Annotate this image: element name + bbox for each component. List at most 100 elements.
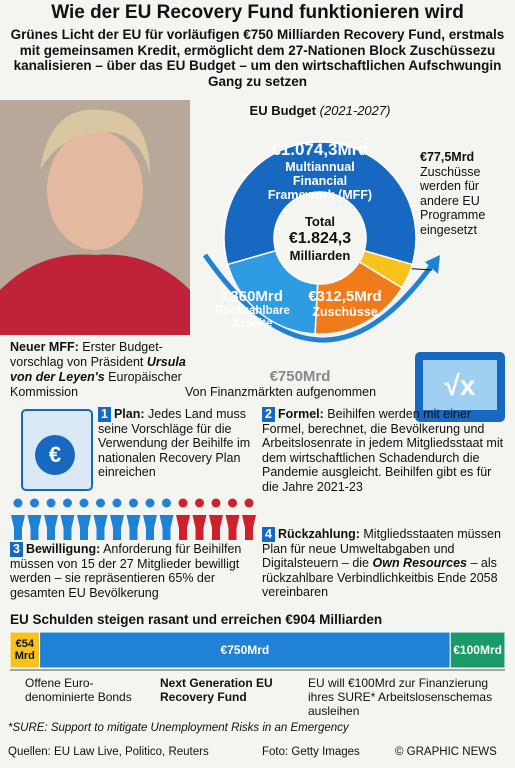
mff-note-heading: Neuer MFF: <box>10 340 79 354</box>
debt-label: €100Mrd <box>453 643 502 657</box>
person-head <box>145 498 155 508</box>
person-body <box>143 515 157 540</box>
person-body <box>60 515 75 540</box>
grants-label: €312,5Mrd Zuschüsse <box>300 288 390 319</box>
person-body <box>77 515 91 540</box>
step-heading: Formel: <box>277 407 324 421</box>
person-head <box>63 498 72 508</box>
person-body <box>176 515 190 540</box>
arrow <box>202 253 435 343</box>
loans-label: €360Mrd Rückzahlbare Kredite <box>205 288 300 331</box>
person-body <box>126 515 141 540</box>
budget-title: EU Budget <box>249 103 316 118</box>
debt-caption: Next Generation EU Recovery Fund <box>160 676 273 704</box>
total-label: Total <box>304 214 336 229</box>
grants-value: €312,5Mrd <box>308 288 382 305</box>
person-head <box>96 498 105 508</box>
debt-bar <box>9 631 41 669</box>
step-text: Anforderung für Beihilfen müssen von 15 … <box>10 542 242 600</box>
person-head <box>129 498 138 508</box>
debt-caption: EU will €100Mrd zur Finanzierung ihres S… <box>308 676 493 718</box>
photo-face <box>47 130 143 250</box>
grants-name: Zuschüsse <box>312 305 378 319</box>
debt-bar <box>449 631 506 669</box>
other-name: Zuschüsse werden für andere EU Programme… <box>420 164 486 237</box>
recovery-label: €750Mrd <box>269 368 331 385</box>
loans-value: €360Mrd <box>222 288 283 305</box>
debt-label: €54 Mrd <box>14 638 35 662</box>
person-head <box>112 498 122 508</box>
budget-period: (2021-2027) <box>319 103 391 118</box>
person-body <box>93 515 108 540</box>
other-value: €77,5Mrd <box>420 150 475 164</box>
step-text: Beihilfen werden mit einer Formel, berec… <box>262 407 504 494</box>
mff-note-text2: Europäischer Kommission <box>10 370 182 399</box>
mff-value: €1.074,3Mrd <box>271 140 369 159</box>
step-1: 1 Plan: Jedes Land muss seine Vorschläge … <box>98 407 258 480</box>
step-3: 3 Bewilligung: Anforderung für Beihilfen … <box>10 542 258 600</box>
sources: Quellen: EU Law Live, Politico, Reuters <box>8 746 209 758</box>
mff-name: Multiannual Financial Framework (MFF) <box>267 160 373 202</box>
person-head <box>195 498 204 508</box>
sqrt-sign: √x <box>445 370 476 401</box>
mff-note: Neuer MFF: Erster Budget-vorschlag von P… <box>10 340 190 400</box>
person-body <box>209 515 223 540</box>
calculator-screen <box>423 360 497 410</box>
person-head <box>13 498 23 508</box>
loans-name: Rückzahlbare Kredite <box>215 305 290 330</box>
debt-caption: Offene Euro-denominierte Bonds <box>25 676 132 704</box>
person-body <box>225 515 240 540</box>
title: Wie der EU Recovery Fund funktionieren w… <box>51 2 464 23</box>
person-head <box>211 498 221 508</box>
person-head <box>178 498 188 508</box>
person-body <box>27 515 42 540</box>
debt-bar <box>39 631 451 669</box>
step-number: 4 <box>262 527 275 542</box>
person-body <box>192 515 207 540</box>
step-4: 4 Rückzahlung: Mitgliedsstaaten müssen Pl… <box>262 527 507 600</box>
photo-jacket <box>0 254 190 335</box>
total-unit: Milliarden <box>289 248 351 263</box>
photo-hair <box>40 109 150 175</box>
step-number: 3 <box>10 542 23 557</box>
person-head <box>46 498 56 508</box>
arrow-head <box>425 255 440 274</box>
person-body <box>159 515 174 540</box>
step-text: Jedes Land muss seine Vorschläge für die… <box>98 407 251 479</box>
person-head <box>79 498 89 508</box>
step-2: 2 Formel: Beihilfen werden mit einer Form… <box>262 407 507 494</box>
euro-sign: € <box>49 442 61 467</box>
mff-label: €1.074,3Mrd Multiannual Financial Framew… <box>240 140 400 202</box>
person-body <box>242 515 256 540</box>
mff-note-name: Ursula von der Leyen's <box>10 355 186 384</box>
step-heading: Rückzahlung: <box>277 527 360 541</box>
debt-title: EU Schulden steigen rasant und erreichen… <box>10 612 383 627</box>
person-body <box>110 515 124 540</box>
step-number: 2 <box>262 407 275 422</box>
person-body <box>11 515 25 540</box>
person-head <box>162 498 171 508</box>
step-number: 1 <box>98 407 111 422</box>
step-heading: Plan: <box>113 407 145 421</box>
euro-coin <box>35 435 75 475</box>
recovery-note: Von Finanzmärkten aufgenommen <box>185 385 377 399</box>
other-programmes: €77,5Mrd Zuschüsse werden für andere EU … <box>420 150 512 237</box>
donut-segment <box>226 249 319 335</box>
total-value: €1.824,3 <box>288 230 352 247</box>
mff-note-text: Erster Budget-vorschlag von Präsident <box>10 340 163 369</box>
donut-segment <box>223 141 417 266</box>
photo-credit: Foto: Getty Images <box>262 746 360 758</box>
step-text: – als rückzahlbare Verbindlichkeitbis En… <box>262 556 498 599</box>
person-head <box>30 498 39 508</box>
step-heading: Bewilligung: <box>25 542 101 556</box>
debt-label: €750Mrd <box>220 643 270 657</box>
step-text: Mitgliedsstaaten müssen Plan für neue Um… <box>262 527 501 570</box>
budget-heading: EU Budget (2021-2027) <box>205 103 435 118</box>
credit: © GRAPHIC NEWS <box>395 746 497 758</box>
step-emphasis: Own Resources <box>372 556 467 570</box>
person-body <box>44 515 58 540</box>
person-head <box>228 498 237 508</box>
footnote: *SURE: Support to mitigate Unemployment … <box>8 722 349 734</box>
